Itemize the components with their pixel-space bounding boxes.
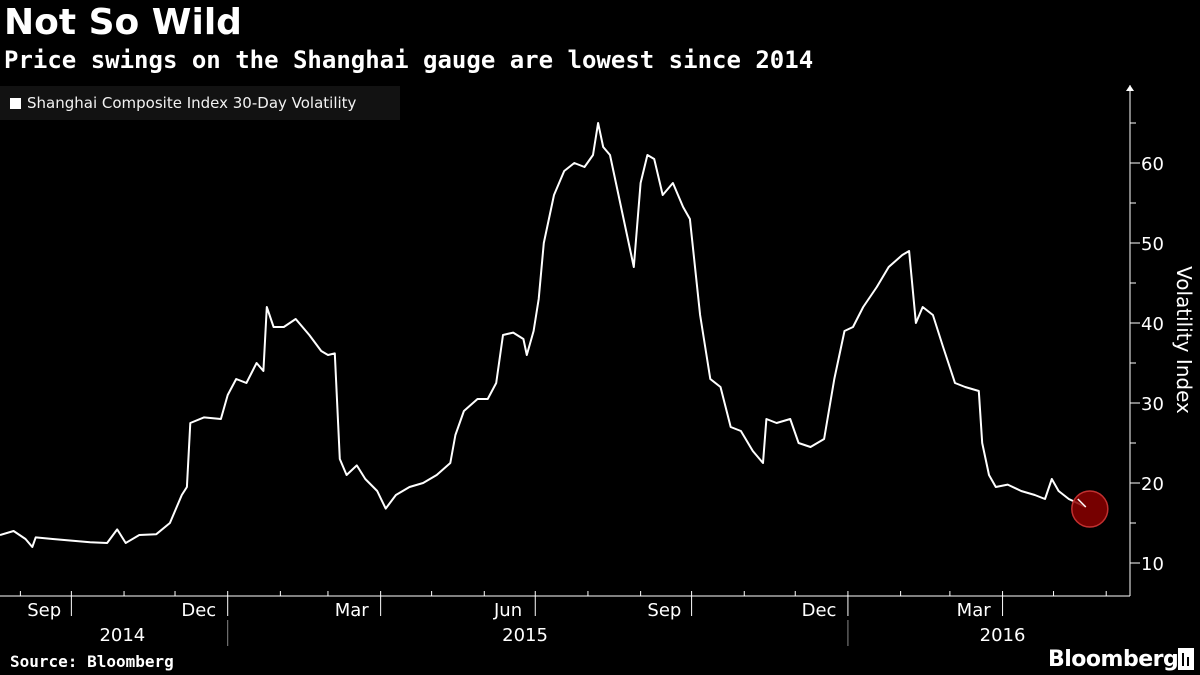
x-tick-label: Mar (957, 600, 992, 621)
series-layer (0, 122, 1109, 548)
y-tick-label: 40 (1141, 314, 1164, 335)
x-year-label: 2016 (980, 625, 1026, 646)
y-axis-arrow (1126, 85, 1134, 91)
highlight-line-segment (1077, 498, 1087, 508)
series-line (0, 122, 1087, 548)
y-tick-label: 50 (1141, 234, 1164, 255)
highlight-marker (1071, 490, 1109, 528)
x-tick-label: Dec (181, 600, 216, 621)
y-tick-label: 30 (1141, 394, 1164, 415)
x-tick-label: Mar (335, 600, 370, 621)
axis-ticks (0, 85, 1140, 646)
x-tick-label: Dec (802, 600, 837, 621)
y-tick-label: 10 (1141, 554, 1164, 575)
y-tick-label: 60 (1141, 154, 1164, 175)
y-tick-label: 20 (1141, 474, 1164, 495)
x-year-label: 2015 (502, 625, 548, 646)
y-axis-title: Volatility Index (1172, 266, 1196, 414)
axis-labels: 10 20 30 40 50 60 Volatility Index Sep Dec Mar Jun… (27, 154, 1196, 646)
x-year-label: 2014 (99, 625, 145, 646)
x-tick-label: Sep (647, 600, 681, 621)
legend-label: Shanghai Composite Index 30-Day Volatili… (27, 94, 357, 112)
source-note: Source: Bloomberg (10, 652, 174, 671)
legend-swatch (10, 97, 21, 109)
chart-title: Not So Wild (4, 2, 242, 43)
brand-logo: Bloomberg (1048, 647, 1179, 672)
bloomberg-chart-icon (1178, 648, 1194, 670)
legend: Shanghai Composite Index 30-Day Volatili… (0, 86, 400, 120)
chart-subtitle: Price swings on the Shanghai gauge are l… (4, 46, 814, 74)
x-tick-label: Sep (27, 600, 61, 621)
x-tick-label: Jun (493, 600, 522, 621)
